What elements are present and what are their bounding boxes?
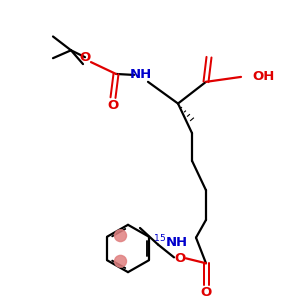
- Text: OH: OH: [252, 70, 274, 83]
- Circle shape: [115, 255, 127, 267]
- Text: O: O: [107, 99, 118, 112]
- Circle shape: [115, 230, 127, 242]
- Text: $^{15}$NH: $^{15}$NH: [153, 233, 188, 250]
- Text: NH: NH: [130, 68, 152, 81]
- Text: O: O: [80, 51, 91, 64]
- Text: O: O: [200, 286, 211, 299]
- Text: O: O: [174, 252, 186, 265]
